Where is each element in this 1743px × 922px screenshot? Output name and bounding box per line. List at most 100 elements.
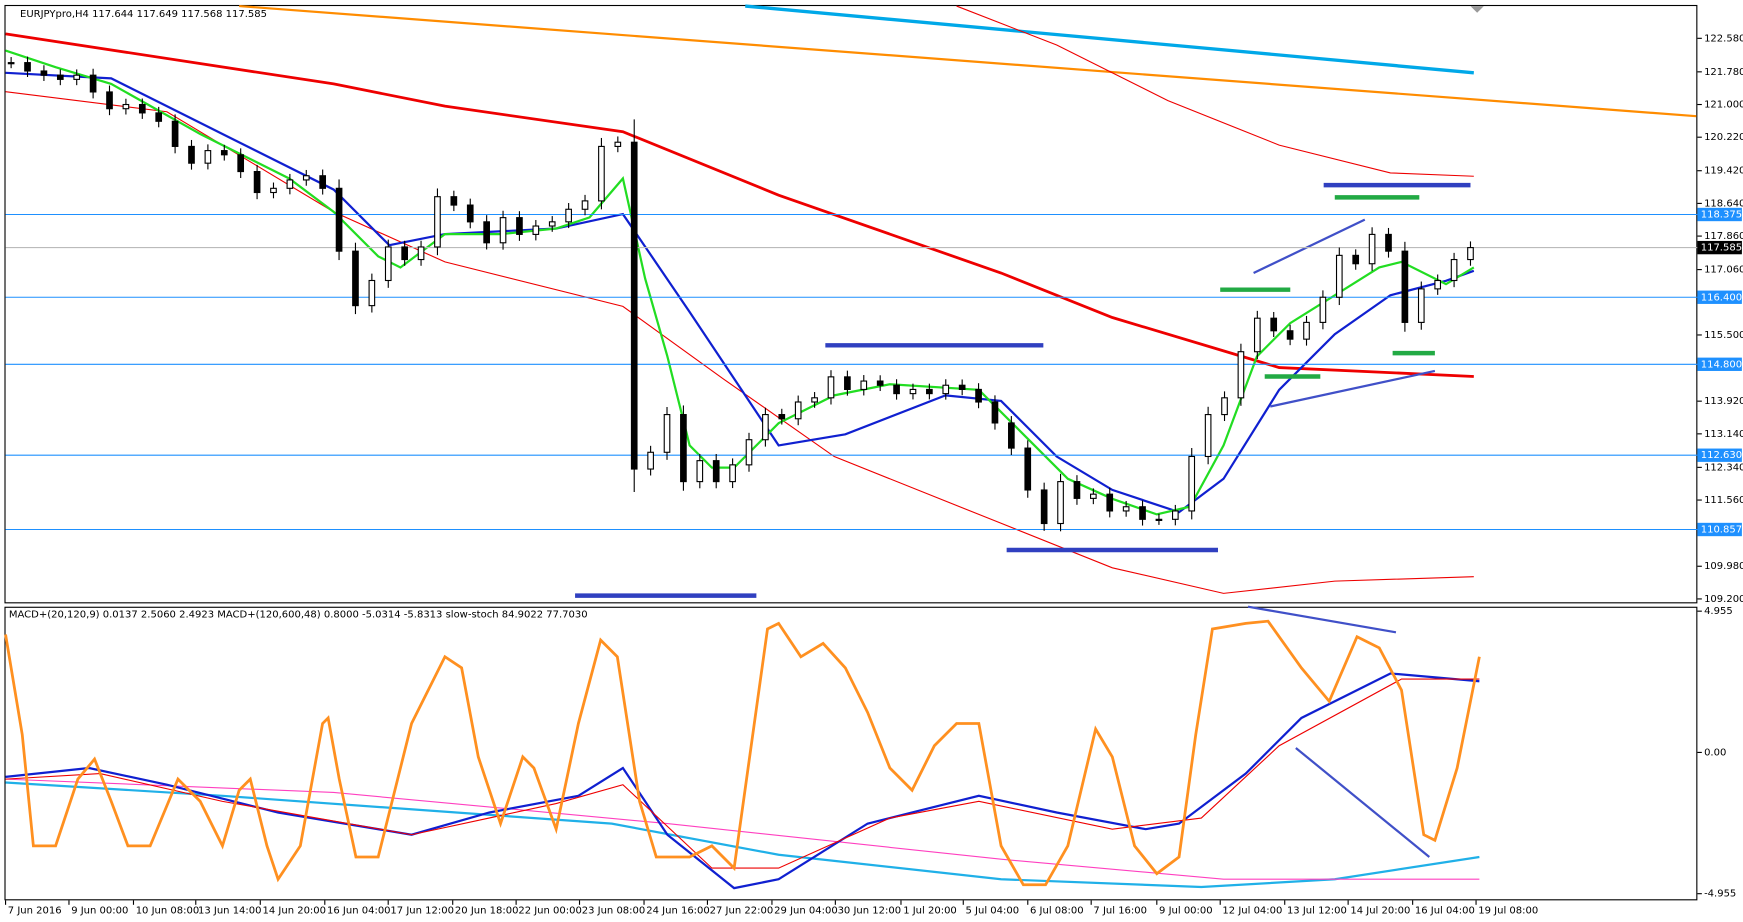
candle — [1090, 493, 1097, 499]
candle — [73, 74, 81, 80]
time-label: 20 Jun 18:00 — [455, 905, 519, 916]
envelope-upper — [956, 5, 1474, 177]
level-box — [1697, 207, 1742, 222]
candle — [384, 246, 392, 282]
candle — [729, 464, 736, 483]
candle — [794, 401, 802, 420]
candle — [352, 250, 359, 307]
candle — [24, 62, 31, 72]
candle — [155, 112, 163, 122]
candle — [1188, 455, 1196, 512]
candle — [827, 376, 835, 399]
y-tick-label: 113.140 — [1704, 429, 1743, 440]
ind-tick-label: -4.955 — [1704, 889, 1736, 900]
time-label: 16 Jul 04:00 — [1415, 905, 1475, 916]
time-label: 24 Jun 16:00 — [646, 905, 710, 916]
candle — [188, 145, 195, 164]
y-tick-label: 121.000 — [1704, 100, 1743, 111]
candle — [1319, 296, 1327, 323]
level-label: 112.630 — [1701, 450, 1742, 461]
level-label: 110.857 — [1701, 525, 1742, 536]
candle — [614, 141, 622, 147]
candle — [1139, 506, 1146, 520]
candle — [1073, 481, 1081, 499]
candle — [778, 414, 786, 420]
time-label: 10 Jun 08:00 — [136, 905, 200, 916]
candle — [598, 145, 605, 202]
stoch-main — [4, 619, 1481, 887]
candle — [122, 103, 130, 110]
candle — [958, 384, 966, 390]
candle — [1417, 288, 1425, 323]
candle — [1106, 493, 1114, 512]
candle — [1303, 321, 1310, 340]
candle — [1286, 330, 1294, 340]
candle — [1057, 481, 1064, 525]
y-tick-label: 120.220 — [1704, 132, 1743, 143]
candle — [253, 171, 261, 194]
trendlines — [1247, 218, 1436, 858]
candle — [548, 221, 556, 227]
candle — [56, 74, 64, 80]
y-tick-label: 119.420 — [1704, 166, 1743, 177]
candle — [286, 179, 294, 189]
candle — [860, 380, 868, 390]
y-tick-label: 109.980 — [1704, 561, 1743, 572]
candle — [401, 246, 408, 261]
time-label: 23 Jun 08:00 — [582, 905, 646, 916]
candle — [1237, 351, 1245, 399]
overlays — [4, 4, 1697, 890]
time-label: 7 Jun 2016 — [8, 905, 62, 916]
y-tick-label: 121.780 — [1704, 67, 1743, 78]
candle — [1008, 422, 1015, 449]
level-box — [1697, 522, 1742, 537]
candle — [745, 439, 753, 466]
candle — [762, 414, 769, 441]
level-box — [1697, 448, 1742, 462]
time-label: 9 Jul 00:00 — [1159, 905, 1213, 916]
candle — [893, 384, 900, 395]
level-box — [1697, 357, 1742, 371]
time-label: 19 Jul 08:00 — [1478, 905, 1538, 916]
candle — [1171, 510, 1179, 520]
candle — [876, 380, 884, 386]
candle — [7, 62, 15, 65]
ma-red — [5, 32, 1474, 378]
y-tick-label: 109.200 — [1704, 594, 1743, 605]
candle — [1450, 258, 1458, 282]
candle — [450, 196, 458, 206]
candle — [204, 150, 212, 164]
time-label: 27 Jun 22:00 — [710, 905, 774, 916]
y-tick-label: 117.060 — [1704, 265, 1743, 276]
time-label: 12 Jul 04:00 — [1222, 905, 1282, 916]
indicator-panel — [4, 606, 1698, 901]
candle — [1040, 489, 1048, 525]
ind-tick-label: 4.955 — [1704, 606, 1733, 617]
candle — [844, 376, 851, 390]
time-label: 30 Jun 12:00 — [838, 905, 902, 916]
level-label: 114.800 — [1701, 359, 1742, 370]
candle — [1270, 317, 1278, 332]
candle — [1221, 397, 1228, 416]
candle — [237, 154, 245, 173]
candle — [1401, 250, 1409, 323]
drawn-green-levels — [1220, 195, 1435, 379]
candle — [663, 414, 671, 453]
candle — [220, 150, 228, 156]
y-tick-label: 115.500 — [1704, 330, 1743, 341]
candle — [1122, 506, 1130, 512]
shift-marker — [1470, 6, 1484, 13]
candle — [106, 91, 113, 110]
macd-fast — [5, 672, 1480, 890]
time-label: 6 Jul 08:00 — [1030, 905, 1084, 916]
ma-orange — [239, 4, 1697, 118]
time-label: 9 Jun 00:00 — [71, 905, 128, 916]
time-label: 1 Jul 20:00 — [903, 905, 957, 916]
candle — [630, 141, 638, 470]
candle — [483, 221, 490, 244]
time-label: 7 Jul 16:00 — [1093, 905, 1147, 916]
ind-tick-label: 0.00 — [1704, 747, 1726, 758]
y-tick-label: 118.640 — [1704, 198, 1743, 209]
candle — [319, 175, 327, 189]
candle — [696, 460, 704, 483]
